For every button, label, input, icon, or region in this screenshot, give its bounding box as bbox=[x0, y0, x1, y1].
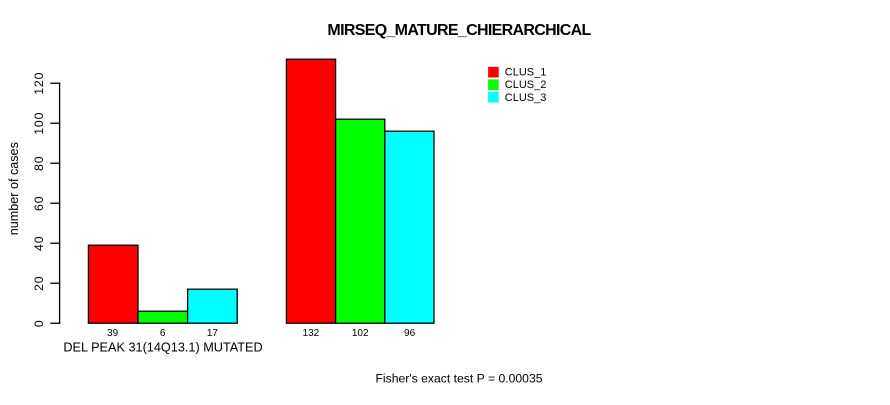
svg-text:CLUS_3: CLUS_3 bbox=[505, 92, 547, 104]
svg-text:100: 100 bbox=[32, 112, 46, 135]
svg-text:number of cases: number of cases bbox=[7, 142, 21, 235]
svg-text:40: 40 bbox=[32, 235, 46, 250]
svg-text:96: 96 bbox=[404, 328, 416, 339]
svg-text:60: 60 bbox=[32, 195, 46, 210]
svg-text:Fisher's exact test P = 0.0003: Fisher's exact test P = 0.00035 bbox=[375, 372, 542, 386]
svg-text:6: 6 bbox=[160, 328, 166, 339]
svg-text:132: 132 bbox=[303, 328, 320, 339]
svg-text:17: 17 bbox=[207, 328, 219, 339]
svg-text:0: 0 bbox=[32, 319, 46, 327]
svg-text:MIRSEQ_MATURE_CHIERARCHICAL: MIRSEQ_MATURE_CHIERARCHICAL bbox=[327, 22, 591, 39]
svg-text:39: 39 bbox=[107, 328, 119, 339]
svg-text:120: 120 bbox=[32, 72, 46, 95]
svg-text:DEL PEAK 31(14Q13.1) MUTATED: DEL PEAK 31(14Q13.1) MUTATED bbox=[63, 341, 262, 355]
svg-text:102: 102 bbox=[352, 328, 369, 339]
svg-text:CLUS_2: CLUS_2 bbox=[505, 79, 547, 91]
svg-text:CLUS_1: CLUS_1 bbox=[505, 67, 547, 79]
svg-text:80: 80 bbox=[32, 155, 46, 170]
svg-text:20: 20 bbox=[32, 275, 46, 290]
